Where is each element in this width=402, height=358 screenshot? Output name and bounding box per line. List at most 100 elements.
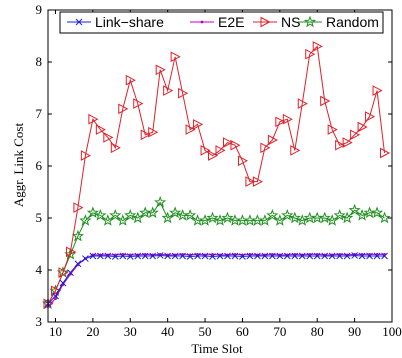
data-point-triangle: [305, 48, 316, 60]
data-point-triangle: [215, 145, 226, 156]
data-point-cross: [149, 252, 157, 260]
data-point-cross: [171, 252, 179, 260]
data-point-triangle: [170, 51, 181, 63]
data-point-cross: [246, 252, 254, 260]
data-point-cross: [201, 252, 209, 260]
data-point-cross: [52, 292, 59, 300]
legend-entry: E2E: [190, 14, 244, 30]
y-tick-label: 3: [36, 314, 43, 329]
data-point-star: [131, 211, 144, 224]
data-point-triangle: [118, 103, 129, 115]
data-point-star: [213, 214, 227, 226]
x-tick-label: 20: [86, 324, 99, 339]
data-point-triangle: [372, 85, 383, 96]
data-point-cross: [351, 252, 358, 259]
data-point-triangle: [260, 142, 271, 154]
data-point-cross: [141, 252, 149, 260]
y-axis-label: Aggr. Link Cost: [11, 123, 26, 208]
plot-frame: [47, 9, 393, 323]
data-point-triangle: [290, 145, 301, 156]
data-point-triangle: [140, 129, 151, 141]
data-point-star: [124, 208, 137, 221]
data-point-triangle: [350, 129, 361, 141]
data-point-triangle: [380, 147, 391, 159]
data-point-cross: [164, 252, 172, 260]
data-point-cross: [224, 252, 231, 260]
data-point-cross: [366, 252, 373, 260]
data-point-cross: [209, 253, 216, 260]
y-tick-label: 5: [36, 210, 43, 225]
x-tick-label: 10: [49, 324, 62, 339]
data-point-cross: [313, 252, 321, 260]
data-point-triangle: [365, 111, 376, 122]
data-point-star: [303, 15, 317, 28]
data-point-cross: [74, 260, 82, 268]
data-point-triangle: [252, 176, 263, 187]
data-point-triangle: [260, 16, 271, 28]
data-point-cross: [306, 252, 314, 260]
data-point-cross: [126, 253, 134, 260]
data-point-cross: [156, 252, 164, 259]
x-tick-label: 90: [348, 324, 361, 339]
data-point-star: [101, 214, 114, 226]
data-point-cross: [381, 252, 388, 260]
data-point-cross: [179, 252, 186, 260]
data-point-triangle: [208, 150, 219, 161]
data-point-star: [341, 211, 354, 224]
data-point-dot: [200, 20, 204, 24]
legend-label: NS: [281, 14, 300, 30]
data-point-triangle: [125, 74, 136, 86]
data-point-star: [288, 211, 301, 224]
data-point-star: [71, 229, 85, 242]
x-tick-label: 60: [236, 324, 249, 339]
data-point-cross: [186, 253, 194, 260]
data-point-triangle: [148, 126, 159, 138]
y-tick-label: 4: [36, 262, 43, 277]
data-point-triangle: [185, 124, 196, 135]
data-point-cross: [75, 18, 83, 26]
data-point-triangle: [80, 150, 91, 161]
data-point-triangle: [230, 139, 241, 151]
data-point-star: [333, 208, 346, 221]
y-tick-label: 6: [36, 158, 43, 173]
data-point-cross: [67, 269, 74, 276]
data-point-triangle: [155, 64, 166, 76]
data-point-triangle: [275, 116, 286, 128]
data-point-cross: [239, 253, 246, 260]
data-point-star: [154, 195, 167, 208]
y-tick-label: 8: [36, 54, 43, 69]
data-point-triangle: [312, 41, 323, 52]
data-point-triangle: [342, 137, 353, 148]
data-point-star: [161, 211, 174, 224]
data-point-star: [318, 211, 331, 224]
data-point-cross: [328, 252, 336, 260]
data-point-star: [109, 208, 122, 221]
data-point-triangle: [50, 285, 62, 297]
data-point-triangle: [237, 155, 249, 167]
legend-label: Random: [326, 14, 379, 30]
data-point-cross: [194, 252, 201, 260]
data-point-cross: [268, 252, 276, 260]
data-point-triangle: [103, 132, 114, 143]
data-point-star: [86, 206, 99, 219]
data-point-cross: [321, 252, 329, 260]
data-point-star: [348, 203, 361, 216]
data-point-star: [355, 208, 369, 221]
data-point-triangle: [327, 124, 338, 135]
data-point-triangle: [200, 145, 211, 156]
series-2: [43, 41, 391, 310]
data-point-triangle: [193, 119, 204, 130]
data-point-cross: [261, 252, 269, 260]
series-1: [46, 253, 386, 308]
series-line: [47, 45, 386, 305]
data-point-triangle: [163, 85, 174, 96]
data-point-triangle: [178, 87, 189, 99]
data-point-triangle: [335, 139, 346, 151]
data-point-triangle: [110, 142, 121, 154]
legend-entry: NS: [253, 14, 300, 30]
x-tick-label: 40: [161, 324, 174, 339]
data-point-star: [326, 214, 339, 226]
data-point-triangle: [58, 267, 69, 278]
x-axis-label: Time Slot: [191, 341, 243, 356]
